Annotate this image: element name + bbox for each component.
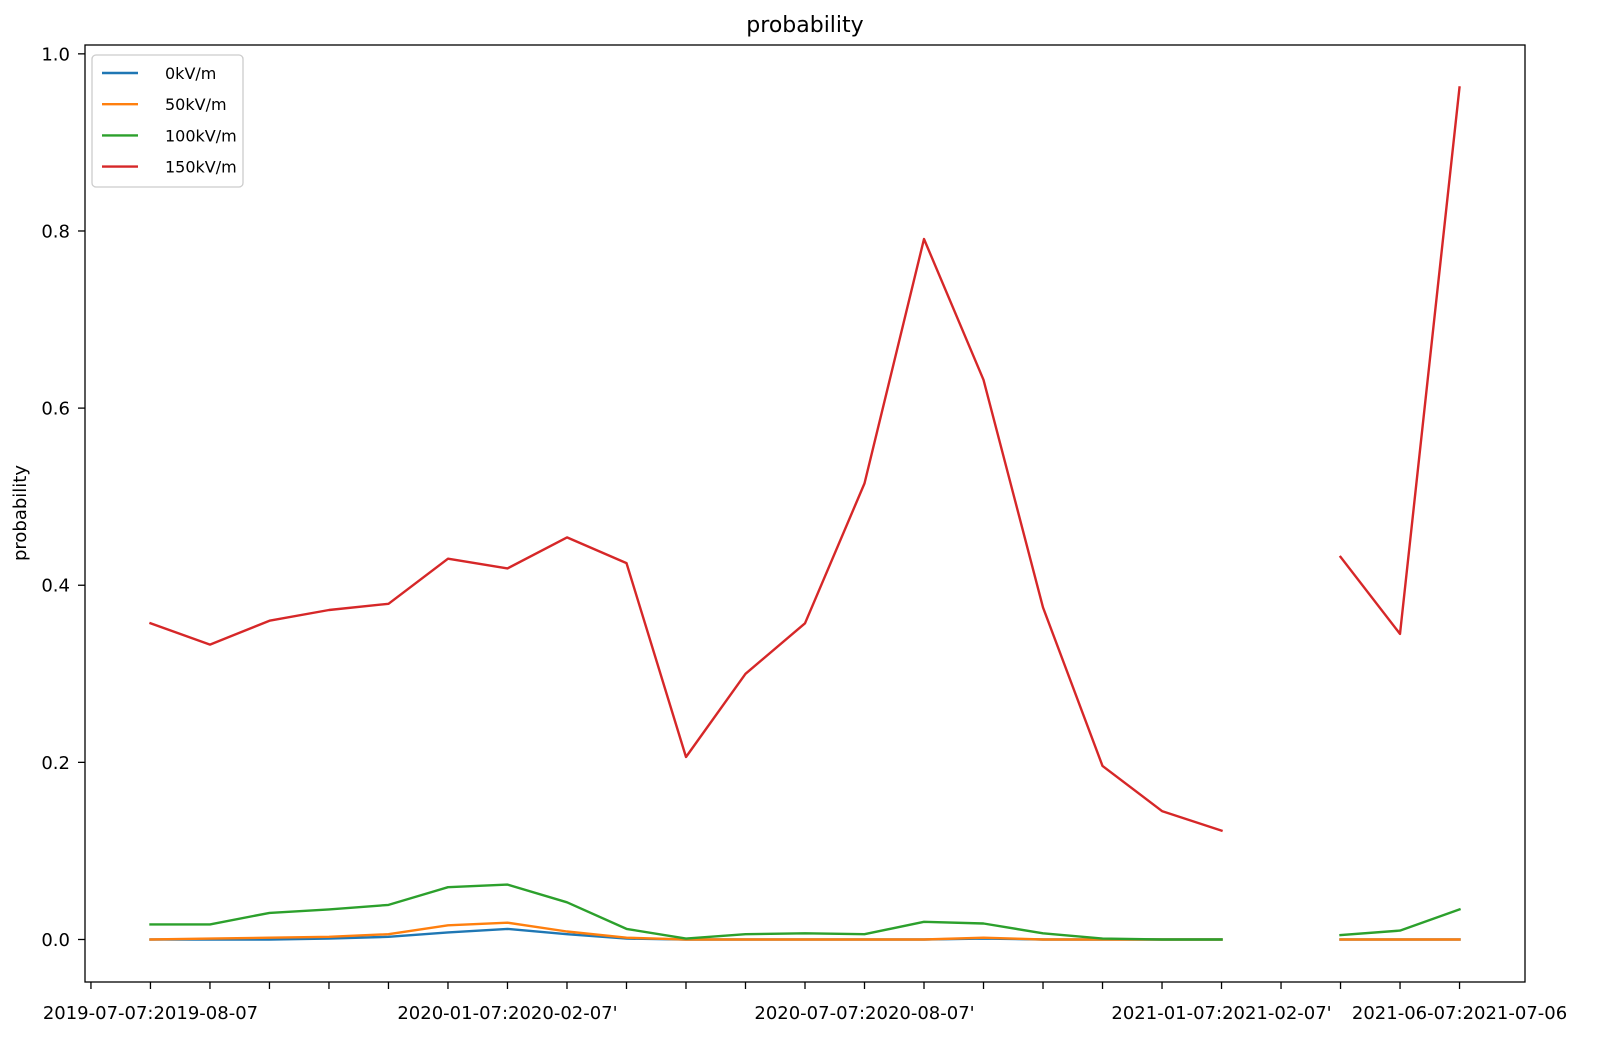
- plot-area: [148, 86, 1462, 941]
- x-tick-label: 2021-01-07:2021-02-07': [1111, 1003, 1331, 1024]
- legend-label: 100kV/m: [165, 126, 237, 145]
- y-tick-label: 0.2: [41, 753, 70, 774]
- y-tick-label: 0.6: [41, 399, 70, 420]
- y-tick-label: 1.0: [41, 44, 70, 65]
- legend-label: 150kV/m: [165, 158, 237, 177]
- legend-box: [91, 54, 244, 188]
- chart-title: probability: [746, 13, 863, 38]
- legend-item-100kv-m: 100kV/m: [102, 126, 237, 145]
- x-tick-label: 2019-07-07:2019-08-07: [43, 1003, 258, 1024]
- legend-item-50kv-m: 50kV/m: [102, 95, 227, 114]
- y-tick-label: 0.8: [41, 221, 70, 242]
- y-axis-label: probability: [10, 465, 31, 561]
- series-line-100kv-m: [149, 883, 1462, 941]
- legend-label: 0kV/m: [165, 64, 216, 83]
- y-axis: 0.0 0.2 0.4 0.6 0.8 1.0: [41, 44, 85, 951]
- legend-item-150kv-m: 150kV/m: [102, 158, 237, 177]
- legend-label: 50kV/m: [165, 95, 227, 114]
- legend: 0kV/m 50kV/m 100kV/m 150kV/m: [91, 54, 244, 188]
- y-tick-label: 0.0: [41, 930, 70, 951]
- x-axis: 2019-07-07:2019-08-07 2020-01-07:2020-02-…: [43, 982, 1567, 1024]
- x-tick-label: 2020-07-07:2020-08-07': [754, 1003, 974, 1024]
- y-tick-label: 0.4: [41, 576, 70, 597]
- series-line-150kv-m: [148, 86, 1461, 833]
- x-tick-label: 2020-01-07:2020-02-07': [397, 1003, 617, 1024]
- x-tick-label: 2021-06-07:2021-07-06: [1352, 1003, 1567, 1024]
- legend-item-0kv-m: 0kV/m: [102, 64, 216, 83]
